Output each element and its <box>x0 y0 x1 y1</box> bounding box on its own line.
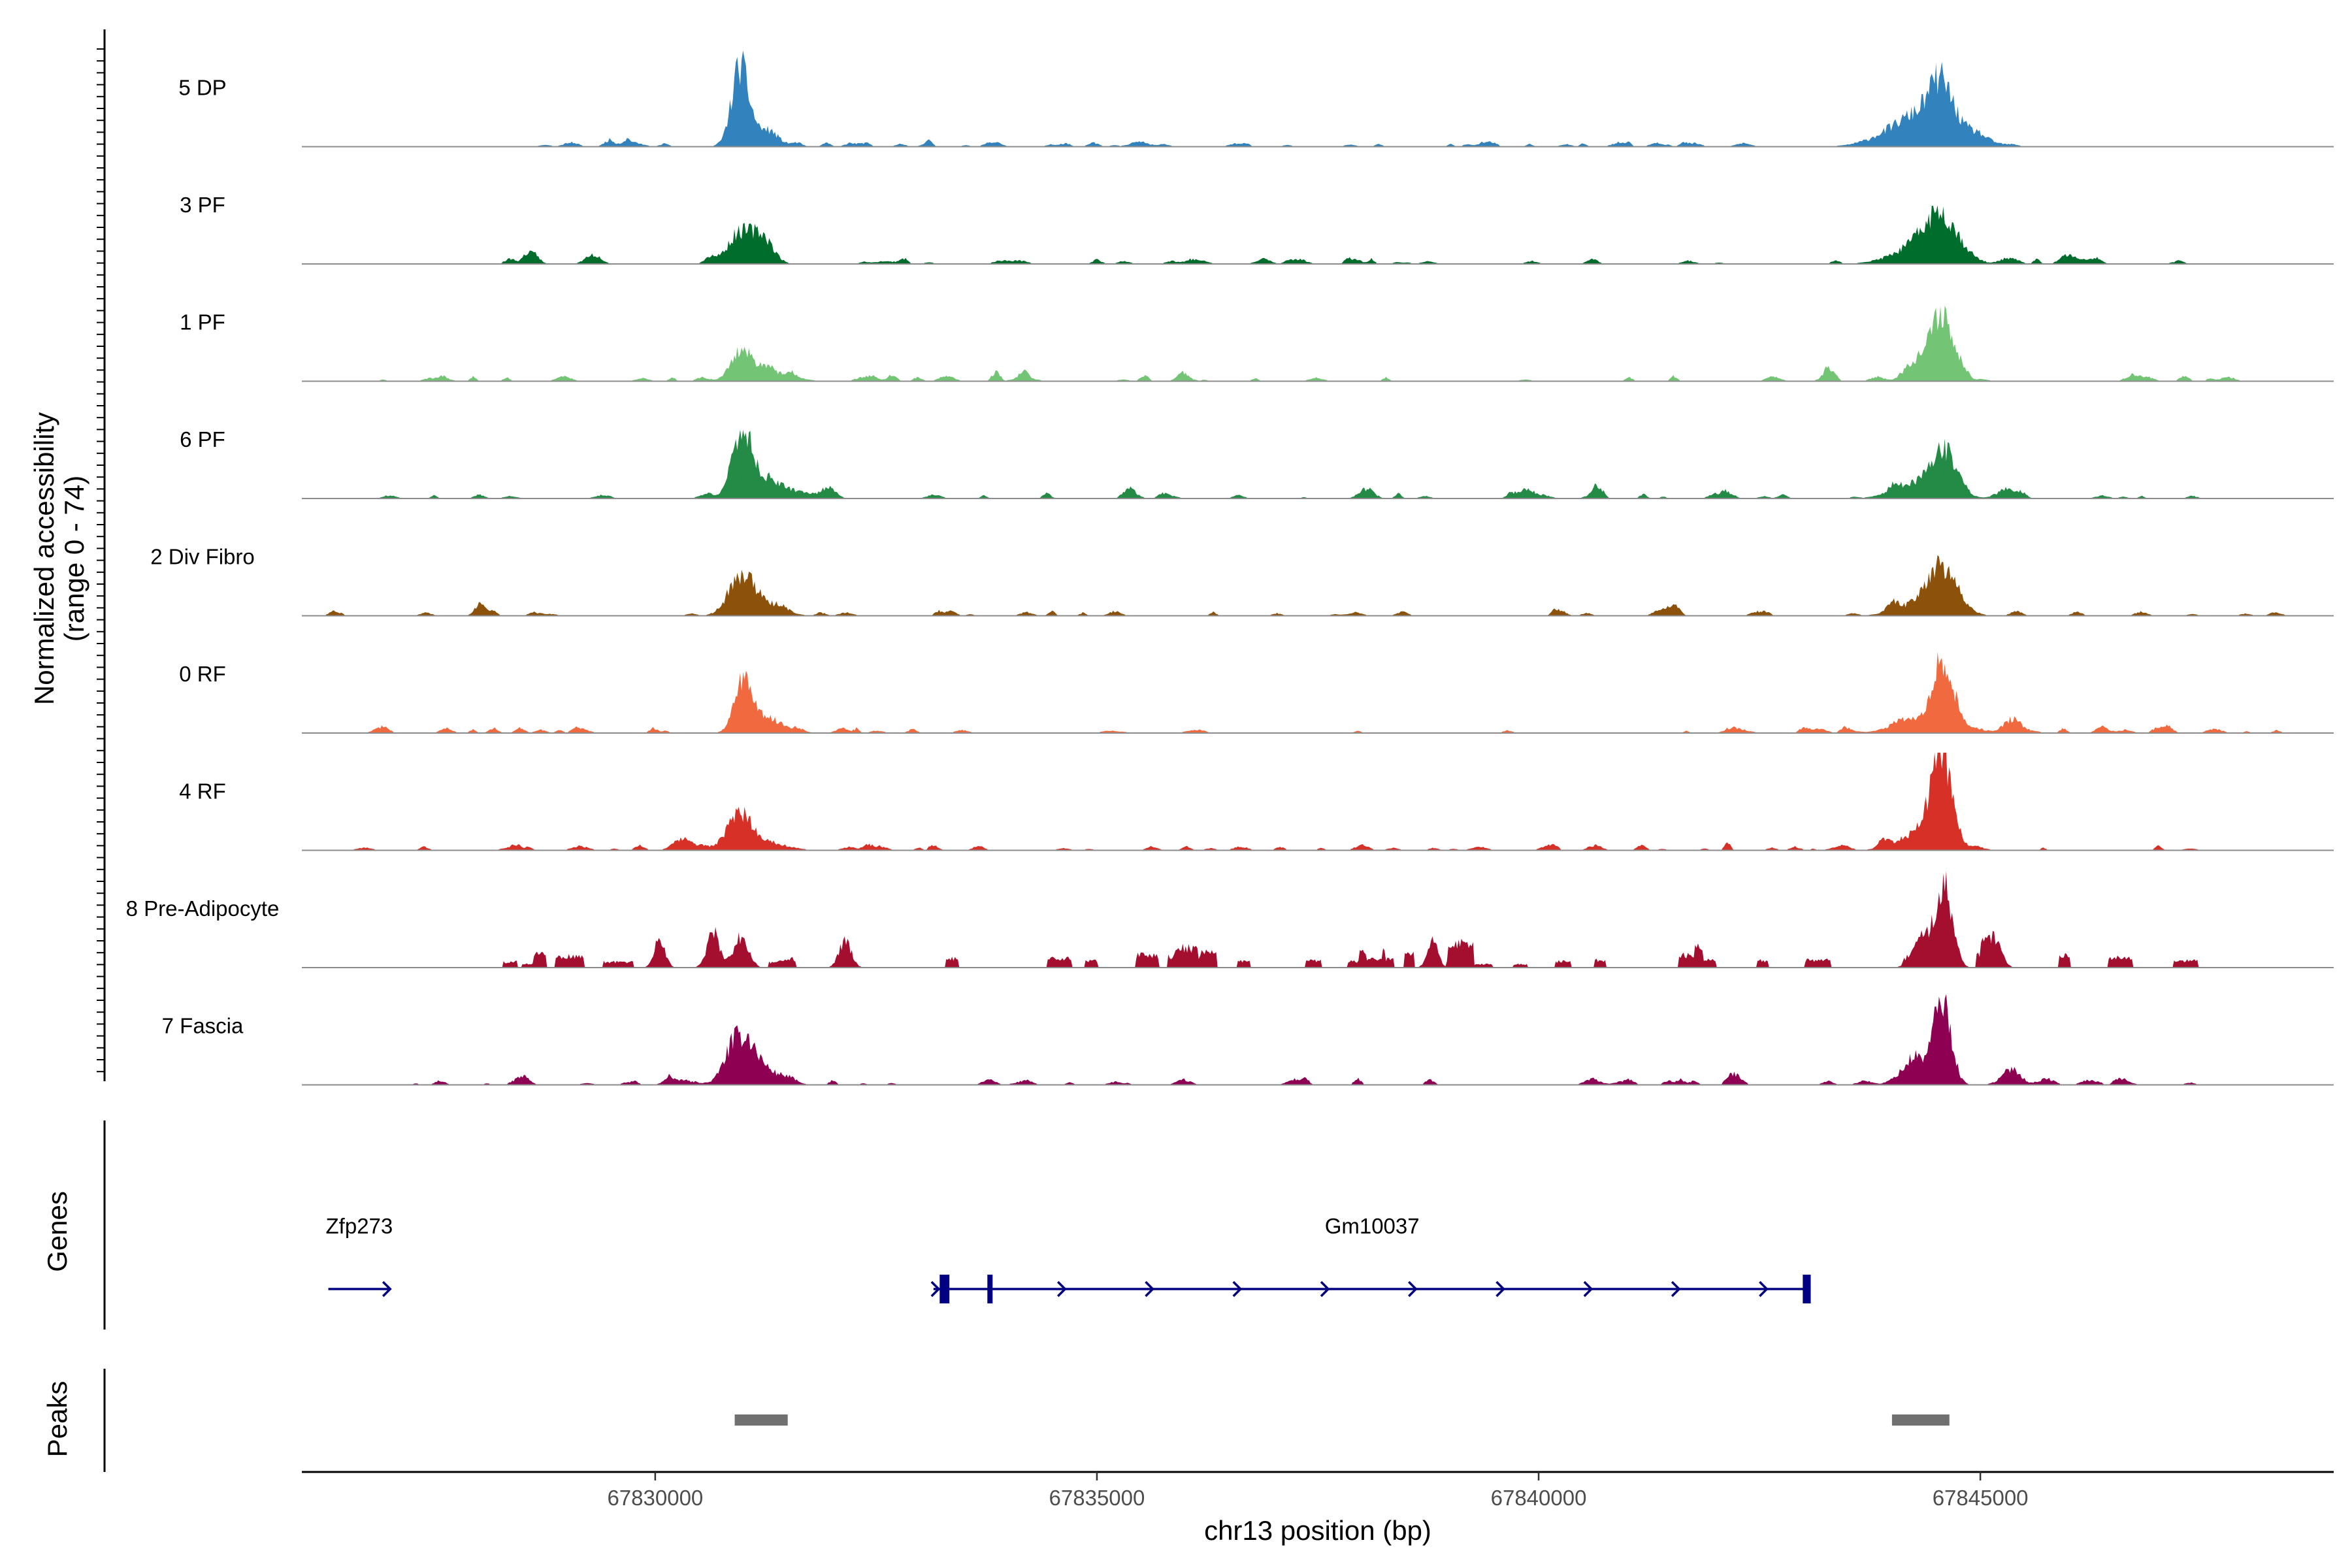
strand-arrow <box>382 1281 392 1298</box>
peak-region <box>1891 1414 1950 1426</box>
exon <box>1803 1275 1811 1303</box>
track-label: 4 RF <box>179 779 226 804</box>
strand-arrow <box>1320 1281 1330 1298</box>
coverage-area <box>302 555 2334 616</box>
coverage-area <box>302 50 2334 147</box>
track-label: 3 PF <box>180 193 225 217</box>
x-axis-ticks: 67830000 67835000 67840000 67845000 <box>607 1472 2029 1510</box>
genes-track-title: Genes <box>42 1191 73 1272</box>
exon <box>987 1275 993 1303</box>
strand-arrow <box>930 1281 941 1298</box>
coverage-area <box>302 994 2334 1085</box>
gene-annotations: Zfp273 Gm10037 <box>326 1214 1811 1303</box>
track-label: 0 RF <box>179 662 226 686</box>
x-axis-title: chr13 position (bp) <box>1204 1515 1431 1546</box>
track-label: 2 Div Fibro <box>150 545 255 569</box>
track-4-rf: 4 RF <box>179 753 2334 851</box>
track-label: 6 PF <box>180 427 225 451</box>
strand-arrow <box>1408 1281 1418 1298</box>
track-label: 8 Pre-Adipocyte <box>126 896 280 921</box>
coverage-area <box>302 651 2334 733</box>
coverage-area <box>302 871 2334 968</box>
track-1-pf: 1 PF <box>180 305 2334 382</box>
track-2-div-fibro: 2 Div Fibro <box>150 545 2334 617</box>
track-label: 1 PF <box>180 310 225 335</box>
track-0-rf: 0 RF <box>179 651 2334 734</box>
track-7-fascia: 7 Fascia <box>162 994 2334 1086</box>
track-3-pf: 3 PF <box>180 193 2334 265</box>
coverage-area <box>302 205 2334 264</box>
exon <box>939 1275 950 1303</box>
strand-arrow <box>1056 1281 1067 1298</box>
track-6-pf: 6 PF <box>180 427 2334 499</box>
coverage-tracks: 5 DP 3 PF 1 PF 6 PF 2 Div Fibro 0 RF 4 RF 8 Pre… <box>126 50 2334 1086</box>
strand-arrow <box>1232 1281 1243 1298</box>
track-label: 7 Fascia <box>162 1014 244 1038</box>
peak-region <box>734 1414 788 1426</box>
track-5-dp: 5 DP <box>178 50 2334 148</box>
strand-arrow <box>1583 1281 1593 1298</box>
gene-label: Gm10037 <box>1325 1214 1420 1238</box>
x-tick-label: 67840000 <box>1491 1486 1587 1510</box>
gene-zfp273: Zfp273 <box>326 1214 393 1298</box>
x-tick-label: 67830000 <box>607 1486 703 1510</box>
track-8-pre-adipocyte: 8 Pre-Adipocyte <box>126 871 2334 968</box>
y-axis-title: Normalized accessibility (range 0 - 74) <box>29 412 90 705</box>
strand-arrow <box>1671 1281 1681 1298</box>
gene-label: Zfp273 <box>326 1214 393 1238</box>
track-label: 5 DP <box>178 76 226 100</box>
strand-arrow <box>1759 1281 1769 1298</box>
coverage-area <box>302 305 2334 382</box>
peak-regions <box>734 1414 1950 1426</box>
y-axis-title-line2: (range 0 - 74) <box>59 476 90 642</box>
coverage-area <box>302 429 2334 498</box>
peaks-track-title: Peaks <box>42 1381 73 1458</box>
y-axis-title-line1: Normalized accessibility <box>29 412 59 705</box>
coverage-y-ticks <box>97 48 105 1073</box>
gene-gm10037: Gm10037 <box>930 1214 1811 1303</box>
strand-arrow <box>1495 1281 1506 1298</box>
coverage-area <box>302 753 2334 851</box>
strand-arrow <box>1145 1281 1154 1298</box>
x-tick-label: 67845000 <box>1933 1486 2029 1510</box>
x-tick-label: 67835000 <box>1049 1486 1145 1510</box>
